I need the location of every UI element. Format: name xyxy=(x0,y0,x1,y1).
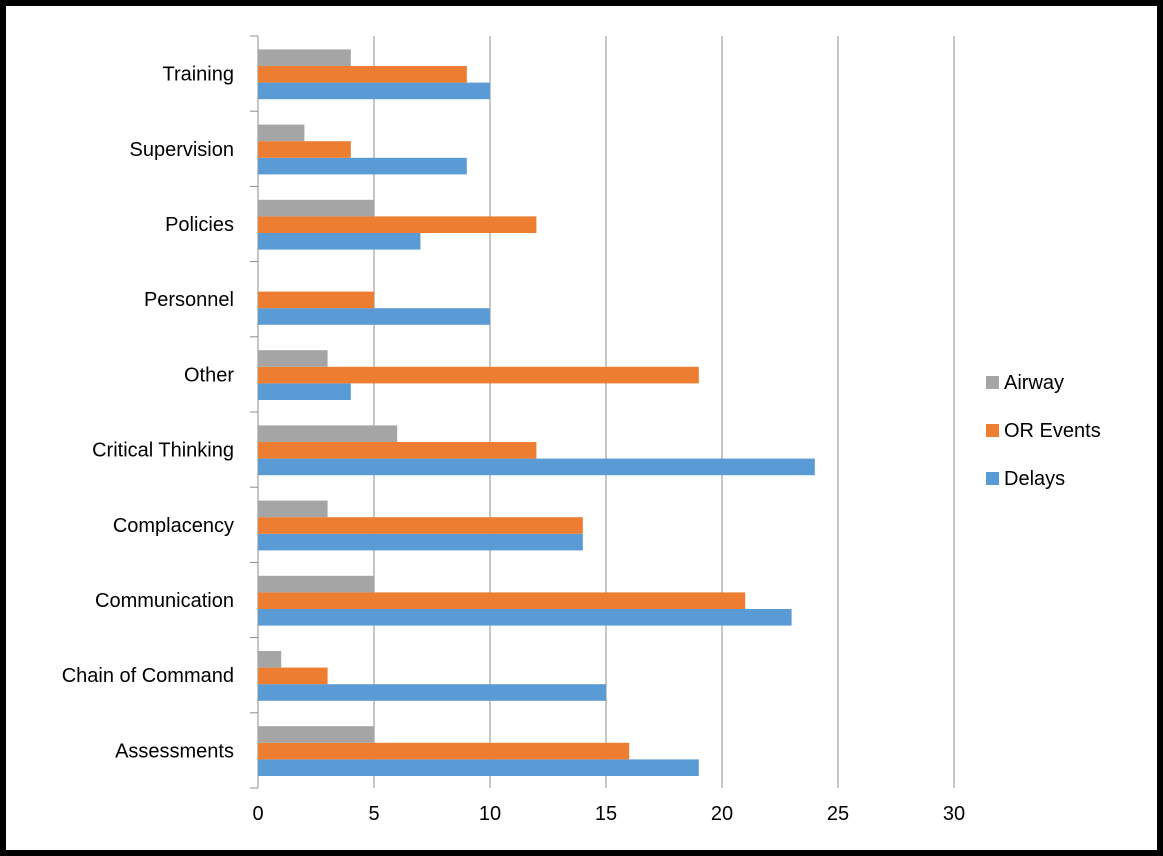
x-tick-label: 0 xyxy=(252,803,263,825)
x-tick-label: 15 xyxy=(595,803,617,825)
legend-swatch-or-events xyxy=(986,424,999,437)
category-label: Supervision xyxy=(129,139,234,161)
x-tick-labels: 0 5 10 15 20 25 30 xyxy=(252,803,965,825)
bar-or-events-personnel xyxy=(258,291,374,309)
bar-or-events-critical-thinking xyxy=(258,442,537,459)
bar-delays-policies xyxy=(258,233,421,250)
bar-airway-communication xyxy=(258,575,374,593)
bar-or-events-communication xyxy=(258,592,746,609)
bar-or-events-training xyxy=(258,66,467,83)
bar-delays-critical-thinking xyxy=(258,458,815,476)
x-tick-label: 20 xyxy=(711,803,733,825)
category-label: Other xyxy=(184,364,234,386)
category-labels: Assessments Chain of Command Communication… xyxy=(62,64,235,763)
bar-delays-training xyxy=(258,82,490,100)
bar-airway-chain-of-command xyxy=(258,651,282,668)
legend-swatch-airway xyxy=(986,376,999,389)
gridlines xyxy=(373,36,955,788)
bar-airway-training xyxy=(258,49,351,66)
legend: Airway OR Events Delays xyxy=(986,372,1101,490)
bar-airway-assessments xyxy=(258,726,374,743)
category-label: Personnel xyxy=(144,289,234,311)
bar-airway-supervision xyxy=(258,124,305,142)
bar-or-events-policies xyxy=(258,216,537,233)
bar-or-events-other xyxy=(258,366,699,384)
x-tick-label: 5 xyxy=(368,803,379,825)
bar-airway-other xyxy=(258,350,328,367)
category-label: Chain of Command xyxy=(62,665,234,687)
bar-or-events-chain-of-command xyxy=(258,667,328,685)
legend-label-delays: Delays xyxy=(1004,468,1065,490)
bar-delays-personnel xyxy=(258,308,490,325)
x-tick-label: 25 xyxy=(827,803,849,825)
bar-airway-critical-thinking xyxy=(258,425,398,442)
x-tick-label: 30 xyxy=(943,803,965,825)
category-label: Communication xyxy=(95,590,234,612)
category-label: Critical Thinking xyxy=(92,440,234,462)
bar-or-events-supervision xyxy=(258,141,351,158)
category-label: Policies xyxy=(165,214,234,236)
axes xyxy=(250,35,259,789)
bar-delays-complacency xyxy=(258,533,583,551)
category-label: Training xyxy=(162,64,234,86)
category-label: Complacency xyxy=(113,515,234,537)
bar-airway-complacency xyxy=(258,500,328,518)
bar-delays-communication xyxy=(258,609,792,626)
legend-label-airway: Airway xyxy=(1004,372,1064,394)
bar-delays-supervision xyxy=(258,157,467,175)
bar-delays-chain-of-command xyxy=(258,684,606,701)
bar-or-events-assessments xyxy=(258,742,630,760)
legend-swatch-delays xyxy=(986,472,999,485)
legend-label-or-events: OR Events xyxy=(1004,420,1101,442)
x-tick-label: 10 xyxy=(479,803,501,825)
category-label: Assessments xyxy=(115,740,234,762)
bars xyxy=(258,49,815,776)
bar-or-events-complacency xyxy=(258,517,583,534)
bar-delays-assessments xyxy=(258,759,699,776)
bar-airway-policies xyxy=(258,199,374,217)
bar-delays-other xyxy=(258,383,351,400)
